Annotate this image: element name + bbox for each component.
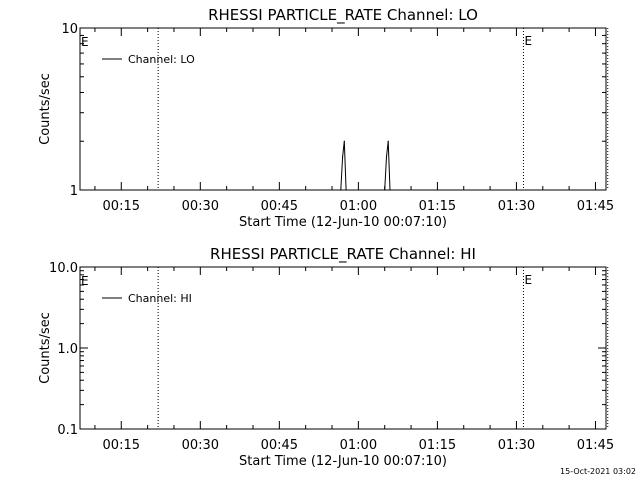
x-tick-label: 00:45 xyxy=(261,199,298,214)
y-axis-label: Counts/sec xyxy=(38,73,53,145)
x-axis-label: Start Time (12-Jun-10 00:07:10) xyxy=(239,454,447,469)
x-tick-label: 01:00 xyxy=(340,199,377,214)
x-tick-label: 00:15 xyxy=(103,199,140,214)
y-tick-label: 10.0 xyxy=(49,261,78,276)
x-axis-label: Start Time (12-Jun-10 00:07:10) xyxy=(239,215,447,230)
data-point xyxy=(384,189,386,191)
event-marker-label: E xyxy=(524,34,532,48)
x-tick-label: 01:15 xyxy=(419,438,456,453)
event-marker-label: E xyxy=(524,273,532,287)
legend-label: Channel: HI xyxy=(128,292,192,305)
x-tick-label: 00:45 xyxy=(261,438,298,453)
x-tick-label: 01:45 xyxy=(577,199,614,214)
x-tick-label: 00:30 xyxy=(182,199,219,214)
data-point xyxy=(345,189,347,191)
x-tick-label: 00:15 xyxy=(103,438,140,453)
edge-flag-label: E xyxy=(81,35,89,49)
plot-frame xyxy=(79,27,607,191)
x-tick-label: 01:30 xyxy=(498,199,535,214)
x-tick-label: 01:15 xyxy=(419,199,456,214)
y-tick-label: 1.0 xyxy=(57,342,78,357)
edge-flag-label: E xyxy=(81,274,89,288)
chart-title: RHESSI PARTICLE_RATE Channel: HI xyxy=(210,245,476,264)
x-tick-label: 01:30 xyxy=(498,438,535,453)
x-tick-label: 01:45 xyxy=(577,438,614,453)
timestamp-label: 15-Oct-2021 03:02 xyxy=(560,467,636,476)
chart-title: RHESSI PARTICLE_RATE Channel: LO xyxy=(208,6,478,25)
data-point xyxy=(385,156,388,158)
y-tick-label: 0.1 xyxy=(57,423,78,438)
data-point xyxy=(387,140,389,142)
data-point xyxy=(343,140,345,142)
data-point xyxy=(340,189,342,191)
legend-label: Channel: LO xyxy=(128,53,195,66)
x-tick-label: 00:30 xyxy=(182,438,219,453)
data-point xyxy=(341,156,344,158)
y-tick-label: 10 xyxy=(61,22,78,37)
y-tick-label: 1 xyxy=(70,184,78,199)
data-point xyxy=(389,189,391,191)
y-axis-label: Counts/sec xyxy=(38,312,53,384)
x-tick-label: 01:00 xyxy=(340,438,377,453)
series-line xyxy=(340,141,391,191)
